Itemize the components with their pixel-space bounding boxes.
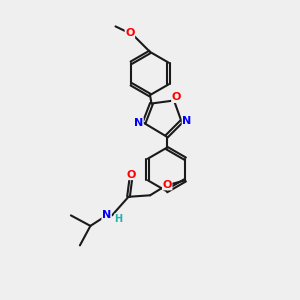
- Text: N: N: [134, 118, 143, 128]
- Text: N: N: [182, 116, 191, 127]
- Text: O: O: [172, 92, 181, 103]
- Text: O: O: [125, 28, 135, 38]
- Text: O: O: [126, 169, 136, 180]
- Text: H: H: [115, 214, 123, 224]
- Text: N: N: [102, 210, 111, 220]
- Text: O: O: [163, 180, 172, 190]
